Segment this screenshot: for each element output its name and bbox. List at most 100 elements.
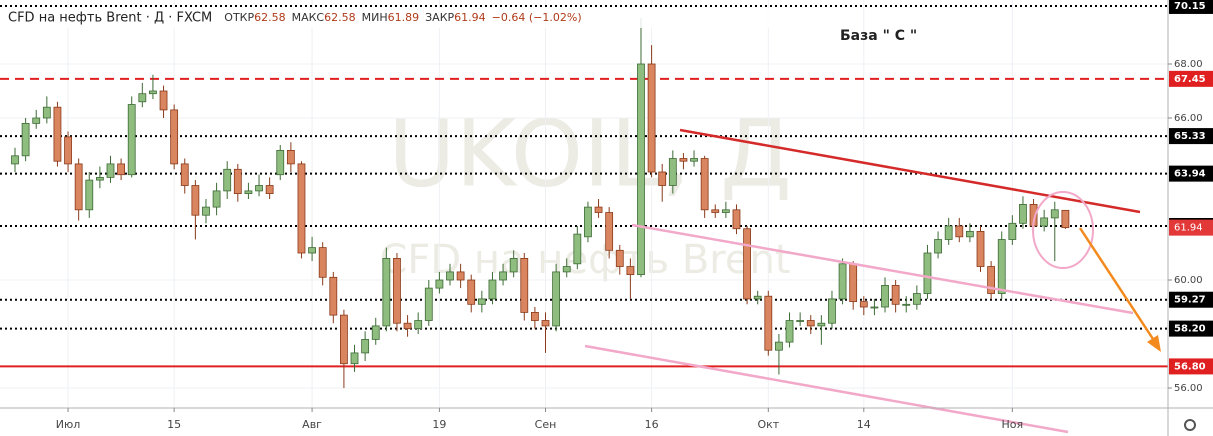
candle-body	[414, 320, 423, 330]
candle-body	[64, 136, 72, 165]
candle-body	[923, 252, 932, 294]
level-label-bg	[1169, 128, 1213, 145]
candle-body	[1061, 209, 1070, 229]
level-label-bg	[1169, 358, 1213, 375]
candle-body	[721, 209, 730, 213]
y-tick-label: 68.00	[1174, 59, 1203, 70]
x-tick-label: Окт	[757, 418, 779, 431]
level-label: 63.94	[1174, 169, 1206, 180]
candle-body	[605, 212, 614, 251]
candle-body	[149, 90, 157, 95]
candle-body	[255, 185, 263, 192]
ohlc-value: 61.89	[388, 11, 420, 24]
level-label: 58.20	[1174, 324, 1206, 335]
level-label: 70.15	[1174, 1, 1206, 12]
highlight-circle	[1032, 191, 1094, 269]
gear[interactable]	[1184, 419, 1196, 431]
candle-body	[499, 271, 507, 281]
candle-body	[615, 249, 624, 267]
ohlc-label: МИН	[362, 11, 388, 24]
candle-body	[584, 206, 592, 238]
candle-body	[85, 179, 94, 211]
candle-body	[668, 158, 677, 186]
x-tick-label: Авг	[302, 418, 322, 431]
candle-body	[690, 158, 698, 162]
candle-body	[859, 301, 868, 308]
candle-body	[806, 320, 815, 327]
level-label-bg	[1169, 165, 1213, 182]
candle-body	[11, 155, 19, 165]
candle-body	[371, 325, 380, 340]
ohlc-label: ОТКР	[224, 11, 254, 24]
levels	[0, 4, 1168, 368]
y-tick-label: 56.00	[1174, 383, 1203, 394]
level-label: 67.45	[1174, 74, 1206, 85]
candle-body	[446, 271, 454, 281]
candle-body	[180, 163, 189, 186]
y-tick-label: 66.00	[1174, 113, 1203, 124]
candle-body	[647, 63, 656, 173]
candle-body	[32, 117, 41, 124]
candle-body	[382, 258, 391, 327]
arrow-line	[1078, 227, 1157, 343]
candle-body	[456, 271, 465, 281]
header-title: CFD на нефть Brent · Д · FXCM	[8, 11, 212, 26]
candle-body	[870, 306, 879, 309]
settings-icon[interactable]	[1184, 419, 1196, 431]
candle-body	[912, 293, 921, 305]
candle-body	[467, 279, 476, 305]
candle-body	[955, 225, 964, 238]
trend-line	[679, 128, 1141, 214]
x-tick-label: 15	[167, 418, 181, 431]
candle-body	[170, 109, 179, 165]
candle-body	[1040, 217, 1049, 227]
candle-body	[700, 158, 709, 211]
candle-body	[637, 63, 645, 276]
arrow-head	[1147, 335, 1161, 352]
candle-body	[340, 314, 348, 365]
candle-body	[753, 295, 762, 300]
x-tick-label: Сен	[535, 418, 557, 431]
candle-body	[573, 233, 582, 265]
candle-body	[286, 150, 295, 165]
level-label-bg	[1169, 0, 1213, 14]
ohlc-label: ЗАКР	[425, 11, 454, 24]
x-tick-label: 19	[432, 418, 446, 431]
candle-body	[424, 287, 433, 321]
candle-body	[976, 231, 985, 267]
candle-body	[658, 171, 667, 186]
candle-body	[350, 352, 359, 365]
candle-body	[393, 258, 401, 324]
candle-body	[530, 312, 539, 321]
candle-body	[881, 285, 889, 308]
candle-body	[435, 279, 444, 289]
candle-body	[902, 303, 911, 306]
x-tick-label: 16	[645, 418, 659, 431]
watermark: UKOIL, Д	[388, 100, 792, 207]
candle-body	[891, 285, 900, 305]
candle-body	[711, 209, 720, 213]
candle-body	[594, 206, 603, 213]
y-tick-label: 60.00	[1174, 275, 1203, 286]
level-label: 56.80	[1174, 361, 1206, 372]
candle-body	[934, 239, 942, 254]
header-bg	[2, 8, 787, 28]
candle-body	[828, 298, 836, 324]
candle-body	[191, 185, 200, 216]
channel-line	[631, 223, 1134, 315]
candle-body	[318, 247, 327, 278]
candle-body	[74, 163, 83, 211]
candle-body	[796, 320, 805, 322]
candle-body	[1019, 204, 1027, 224]
candle-body	[488, 279, 497, 300]
candle-body	[562, 266, 571, 273]
watermark-subtitle: CFD на нефть Brent	[379, 237, 790, 283]
candle-body	[159, 90, 168, 111]
annotation: База " С "	[840, 28, 917, 44]
candle-body	[138, 93, 147, 103]
x-tick-label: Ноя	[1002, 418, 1024, 431]
x-tick-label: 14	[857, 418, 871, 431]
candle-body	[849, 263, 858, 303]
candle-body	[127, 104, 136, 176]
